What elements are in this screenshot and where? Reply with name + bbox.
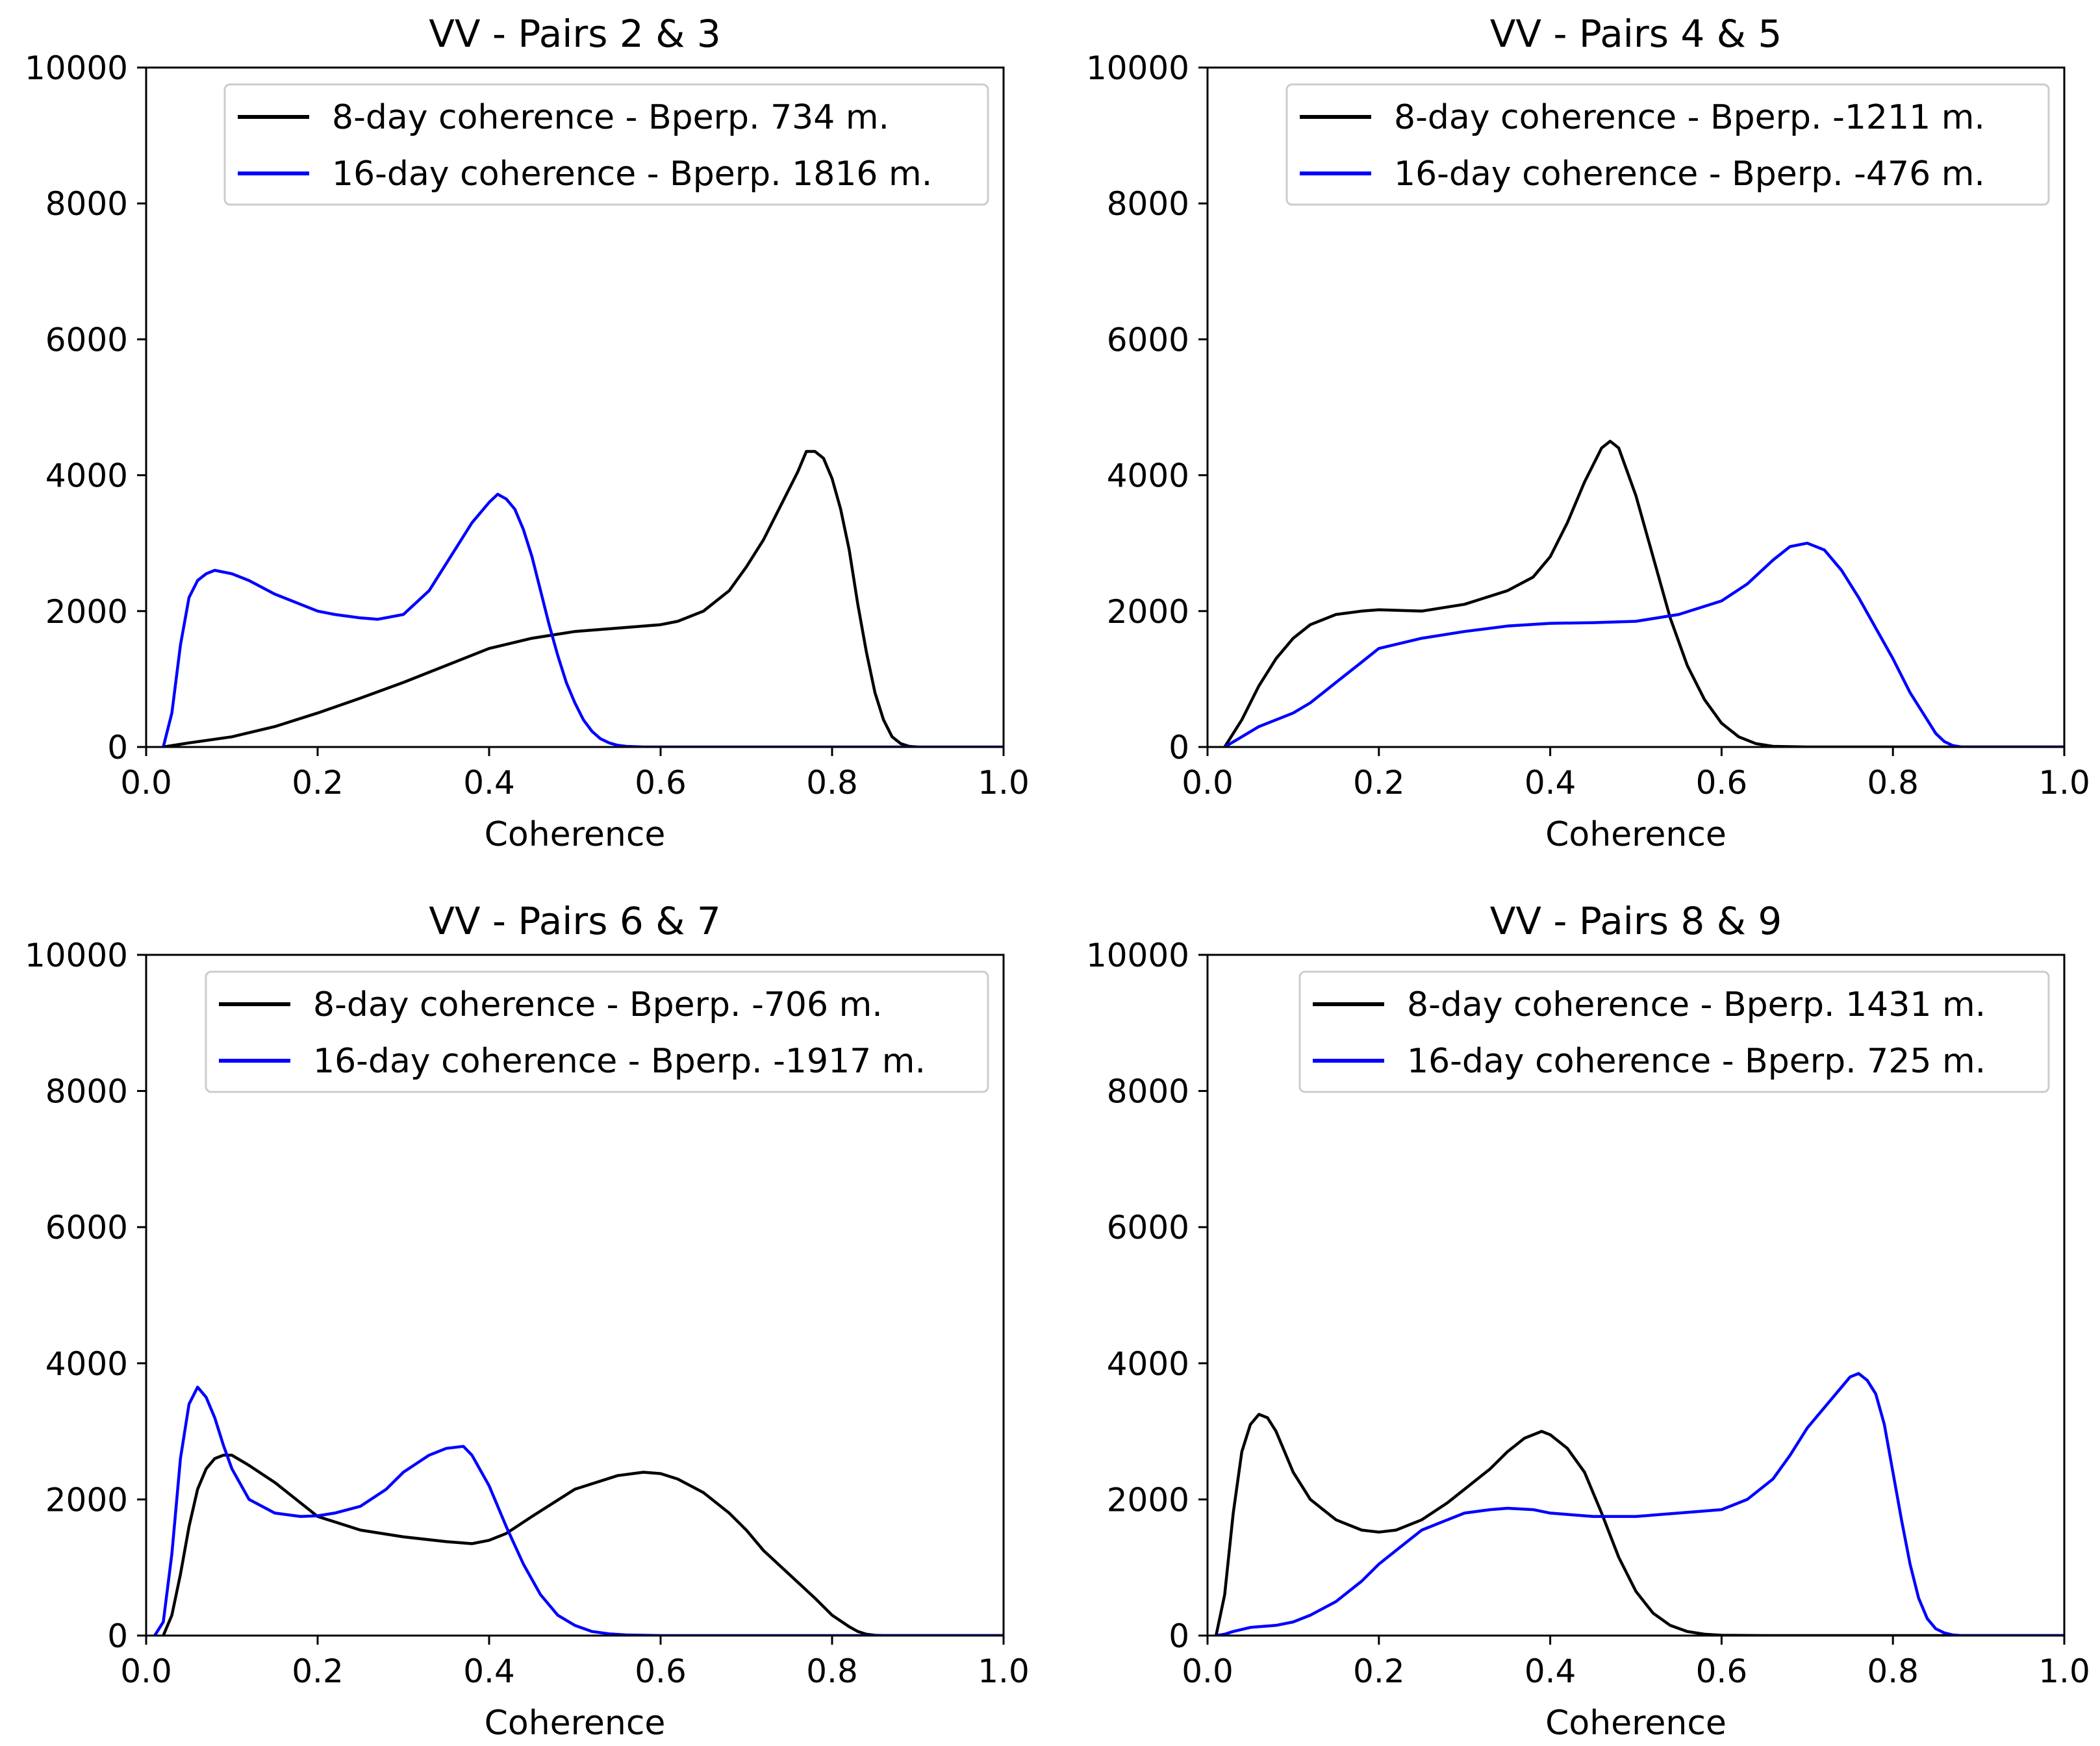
x-tick-label: 0.0 (120, 764, 172, 802)
x-tick-label: 0.8 (1867, 764, 1919, 802)
y-tick-label: 4000 (45, 457, 128, 495)
x-tick-label: 0.6 (1696, 764, 1748, 802)
y-tick-label: 6000 (45, 321, 128, 359)
plot-frame (1206, 66, 2066, 748)
chart-title: VV - Pairs 4 & 5 (1490, 12, 1782, 56)
series-line-16-day (1224, 541, 2064, 747)
y-tick-label: 10000 (25, 937, 128, 974)
legend-box (223, 83, 989, 206)
x-tick-label: 0.4 (463, 1652, 515, 1690)
plot-frame (145, 954, 1005, 1637)
y-tick-label: 2000 (45, 1481, 128, 1519)
y-tick-label: 10000 (1086, 937, 1189, 974)
series-line-8-day (1214, 1413, 2064, 1636)
y-tick-label: 8000 (1107, 185, 1189, 223)
legend-entry: 16-day coherence - Bperp. 725 m. (1407, 1042, 1986, 1081)
series-line-16-day (153, 1385, 1004, 1636)
chart-title: VV - Pairs 6 & 7 (429, 899, 721, 943)
y-tick-label: 0 (1169, 1617, 1189, 1655)
x-tick-label: 1.0 (978, 1652, 1030, 1690)
x-tick-label: 0.2 (1353, 1652, 1405, 1690)
x-tick-label: 1.0 (978, 764, 1030, 802)
y-tick-label: 6000 (1107, 1209, 1189, 1246)
legend: 8-day coherence - Bperp. -1211 m. 16-day … (1285, 83, 2050, 206)
y-tick-label: 10000 (25, 49, 128, 87)
y-tick-label: 2000 (1107, 593, 1189, 631)
y-tick-label: 2000 (45, 593, 128, 631)
x-tick-label: 0.0 (120, 1652, 172, 1690)
y-tick-label: 0 (107, 1617, 128, 1655)
y-tick-label: 6000 (45, 1209, 128, 1246)
series-line-8-day (163, 449, 918, 747)
legend-entry: 8-day coherence - Bperp. 1431 m. (1407, 985, 1986, 1024)
series-line-16-day (1215, 1372, 2064, 1636)
chart-title: VV - Pairs 8 & 9 (1490, 899, 1782, 943)
y-tick-label: 8000 (45, 185, 128, 223)
x-tick-label: 0.2 (1353, 764, 1405, 802)
y-tick-label: 4000 (45, 1345, 128, 1383)
y-tick-label: 6000 (1107, 321, 1189, 359)
chart-title: VV - Pairs 2 & 3 (429, 12, 721, 56)
x-axis-label: Coherence (485, 815, 666, 854)
x-axis-label: Coherence (485, 1704, 666, 1743)
x-tick-label: 0.0 (1182, 764, 1233, 802)
x-tick-label: 0.2 (292, 764, 344, 802)
chart-panel-4: VV - Pairs 8 & 9 0.0 0.2 0.4 0.6 0.8 1.0 0 2000 4… (1086, 899, 2090, 1743)
legend: 8-day coherence - Bperp. 1431 m. 16-day c… (1298, 970, 2050, 1093)
series-line-16-day (162, 492, 1004, 747)
legend-box (1285, 83, 2050, 206)
y-tick-label: 0 (107, 729, 128, 766)
legend-entry: 8-day coherence - Bperp. 734 m. (332, 98, 889, 137)
x-tick-label: 0.8 (806, 1652, 858, 1690)
x-tick-label: 1.0 (2038, 1652, 2090, 1690)
x-tick-label: 0.4 (1524, 1652, 1576, 1690)
chart-panel-1: VV - Pairs 2 & 3 0.0 0.2 0.4 0.6 0.8 1.0 0 2000 4… (25, 12, 1030, 854)
y-tick-label: 8000 (1107, 1073, 1189, 1111)
x-axis-label: Coherence (1545, 815, 1727, 854)
x-axis-label: Coherence (1545, 1704, 1727, 1743)
legend-entry: 16-day coherence - Bperp. -1917 m. (313, 1042, 926, 1081)
x-tick-label: 0.6 (1696, 1652, 1748, 1690)
legend-box (205, 970, 989, 1093)
series-line-8-day (1223, 440, 2064, 747)
chart-panel-2: VV - Pairs 4 & 5 0.0 0.2 0.4 0.6 0.8 1.0 0 2000 4… (1086, 12, 2090, 854)
legend-box (1298, 970, 2050, 1093)
x-tick-label: 0.6 (635, 1652, 687, 1690)
y-tick-label: 10000 (1086, 49, 1189, 87)
y-tick-label: 0 (1169, 729, 1189, 766)
x-tick-label: 1.0 (2038, 764, 2090, 802)
legend-entry: 8-day coherence - Bperp. -1211 m. (1394, 98, 1985, 137)
y-tick-label: 8000 (45, 1073, 128, 1111)
legend: 8-day coherence - Bperp. 734 m. 16-day co… (223, 83, 989, 206)
legend-entry: 8-day coherence - Bperp. -706 m. (313, 985, 883, 1024)
plot-frame (1206, 954, 2066, 1637)
x-tick-label: 0.2 (292, 1652, 344, 1690)
x-tick-label: 0.8 (806, 764, 858, 802)
x-tick-label: 0.8 (1867, 1652, 1919, 1690)
x-tick-label: 0.6 (635, 764, 687, 802)
y-tick-label: 4000 (1107, 1345, 1189, 1383)
y-tick-label: 4000 (1107, 457, 1189, 495)
plot-frame (145, 66, 1005, 748)
y-tick-label: 2000 (1107, 1481, 1189, 1519)
chart-panel-3: VV - Pairs 6 & 7 0.0 0.2 0.4 0.6 0.8 1.0 0 2000 4… (25, 899, 1030, 1743)
legend-entry: 16-day coherence - Bperp. -476 m. (1394, 155, 1985, 194)
legend-entry: 16-day coherence - Bperp. 1816 m. (332, 155, 932, 194)
x-tick-label: 0.4 (463, 764, 515, 802)
x-tick-label: 0.4 (1524, 764, 1576, 802)
series-line-8-day (162, 1454, 1004, 1636)
legend: 8-day coherence - Bperp. -706 m. 16-day c… (205, 970, 989, 1093)
x-tick-label: 0.0 (1182, 1652, 1233, 1690)
